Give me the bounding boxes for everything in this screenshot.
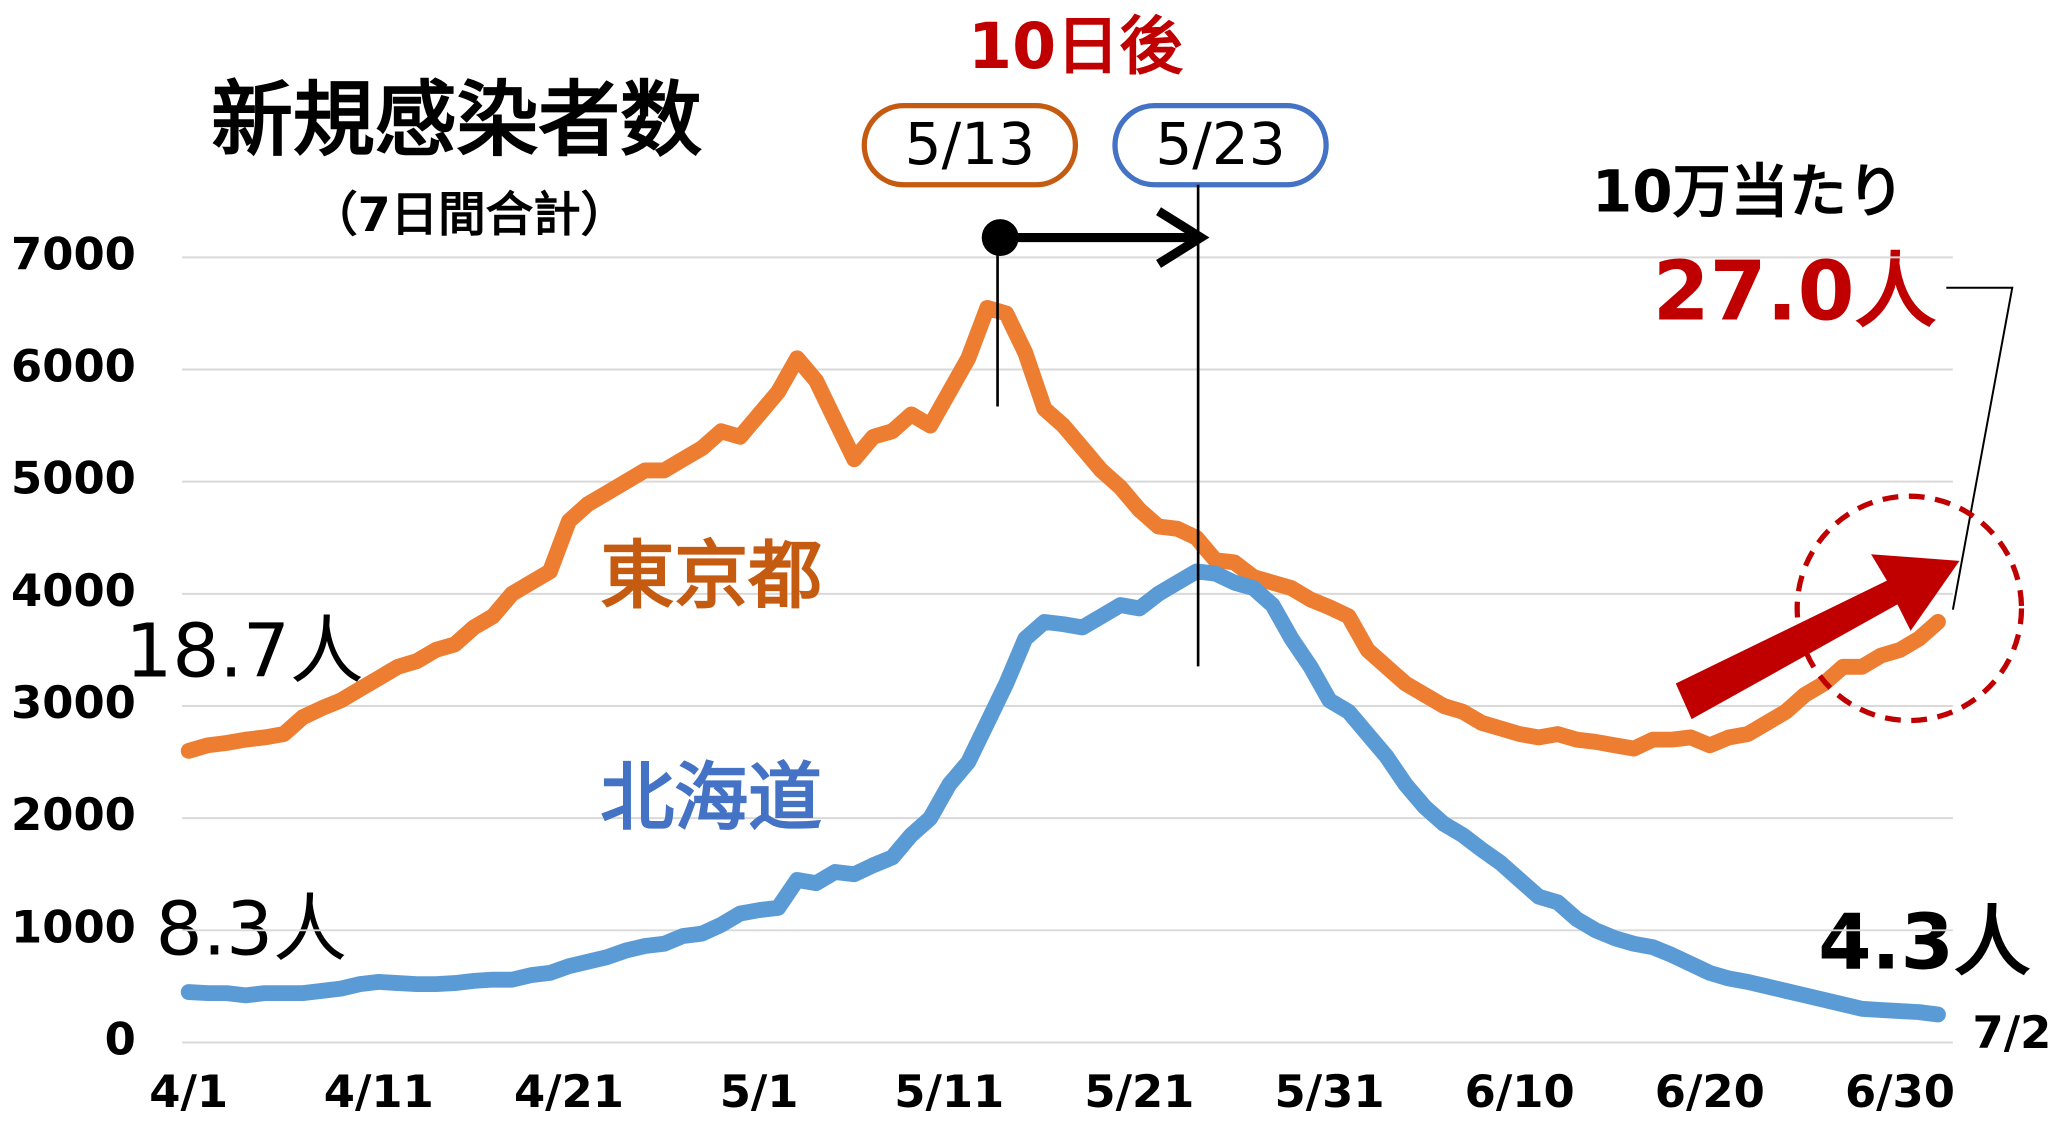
x-tick-label: 5/1 <box>720 1065 799 1118</box>
series-label: 東京都 <box>600 533 822 619</box>
x-tick-label: 4/11 <box>324 1065 434 1118</box>
x-tick-label: 5/11 <box>894 1065 1004 1118</box>
chart-title: 新規感染者数 <box>211 73 702 168</box>
x-tick-label: 5/31 <box>1275 1065 1385 1118</box>
series-label: 北海道 <box>600 755 822 841</box>
overlay <box>981 184 2025 724</box>
y-tick-label: 4000 <box>11 564 136 617</box>
x-tick-label: 4/1 <box>149 1065 228 1118</box>
x-tick-label: 4/21 <box>514 1065 624 1118</box>
date-box <box>861 102 1079 188</box>
trend-arrow <box>1675 554 1960 720</box>
y-tick-label: 1000 <box>11 900 136 953</box>
value-note: 18.7人 <box>125 608 363 694</box>
y-tick-label: 2000 <box>11 788 136 841</box>
y-tick-label: 6000 <box>11 340 136 393</box>
shift-label: 10日後 <box>968 9 1183 83</box>
date-label: 5/13 <box>905 110 1035 178</box>
y-tick-label: 0 <box>105 1012 136 1065</box>
x-tick-label: 6/20 <box>1655 1065 1765 1118</box>
x-tick-label: 6/30 <box>1845 1065 1955 1118</box>
date-box <box>1112 102 1329 188</box>
arrow-head <box>1156 207 1210 268</box>
leader-line <box>1946 286 2014 610</box>
y-tick-label: 5000 <box>11 452 136 505</box>
value-note: 4.3人 <box>1818 898 2031 987</box>
date-label: 5/23 <box>1155 110 1285 178</box>
plot: 0 1000 2000 3000 4000 5000 6000 7000 4/1 4/11 4/21… <box>11 227 2051 1118</box>
series-line <box>180 299 1946 759</box>
value-note: 27.0人 <box>1653 244 1937 339</box>
x-tick-label: 7/2 <box>1972 1006 2051 1059</box>
highlight-circle <box>1794 493 2025 724</box>
x-tick-label: 5/21 <box>1084 1065 1194 1118</box>
series-line <box>180 563 1946 1023</box>
x-tick-label: 6/10 <box>1465 1065 1575 1118</box>
chart-subtitle: （7日間合計） <box>310 188 628 243</box>
y-tick-label: 7000 <box>11 227 136 280</box>
per-label: 10万当たり <box>1592 157 1905 225</box>
y-tick-label: 3000 <box>11 676 136 729</box>
